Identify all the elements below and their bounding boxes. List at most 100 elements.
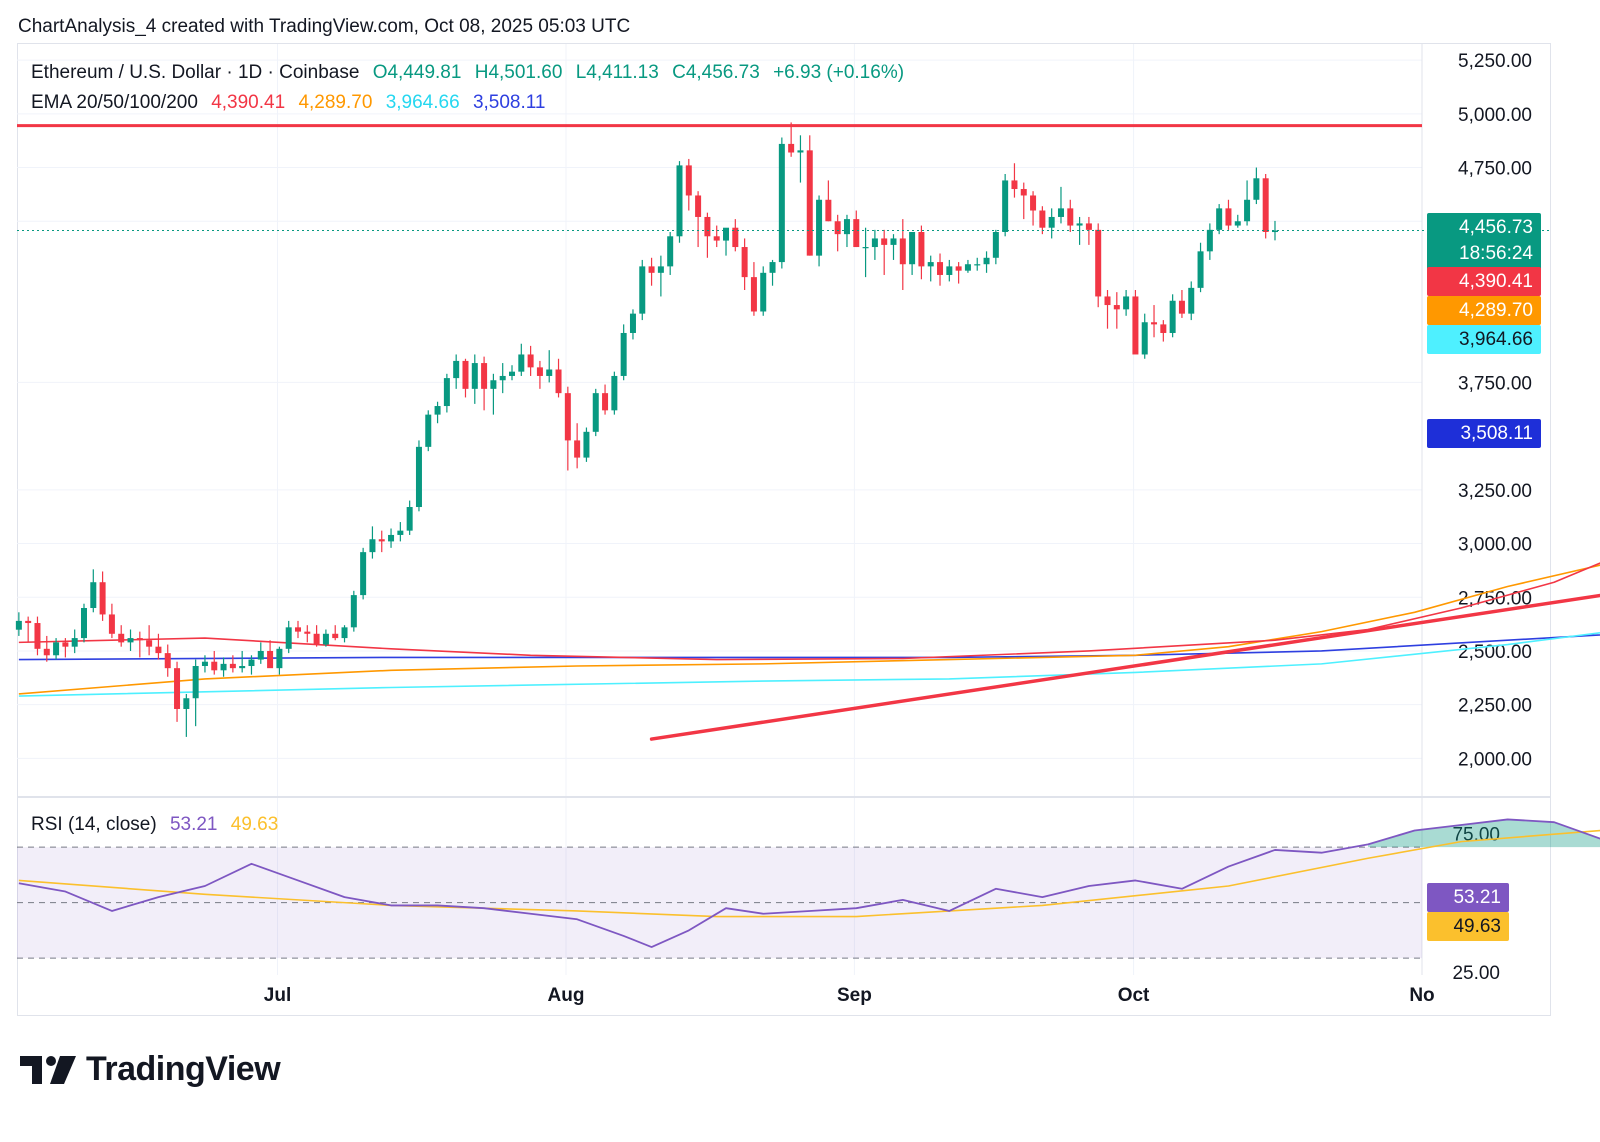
candle — [164, 644, 171, 677]
symbol-name[interactable]: Ethereum / U.S. Dollar · 1D · Coinbase — [31, 62, 360, 83]
candle-body — [1141, 322, 1148, 355]
candle-body — [71, 638, 78, 647]
price-tick-label: 3,250.00 — [1458, 481, 1532, 502]
candle — [695, 191, 702, 248]
candle-body — [629, 313, 636, 333]
candle-body — [1178, 300, 1185, 314]
candle-body — [239, 666, 246, 669]
candle — [1132, 290, 1139, 355]
rsi-legend[interactable]: RSI (14, close) 53.21 49.63 — [31, 814, 286, 836]
candle-body — [843, 219, 850, 235]
candle — [155, 633, 162, 660]
candle-body — [1244, 199, 1251, 222]
candle-body — [369, 539, 376, 553]
candle — [192, 659, 199, 727]
price-tick-label: 5,000.00 — [1458, 105, 1532, 126]
candle — [201, 655, 208, 673]
candle-body — [211, 661, 218, 671]
candle — [1151, 305, 1158, 338]
candle — [1253, 167, 1260, 205]
candle-body — [546, 369, 553, 376]
candle-body — [434, 406, 441, 415]
ema-legend[interactable]: EMA 20/50/100/200 4,390.41 4,289.70 3,96… — [31, 92, 554, 114]
ema50-value: 4,289.70 — [298, 92, 373, 113]
candle — [183, 693, 190, 737]
candle-body — [1132, 296, 1139, 355]
candle — [1020, 182, 1027, 220]
price-tick-label: 2,250.00 — [1458, 696, 1532, 717]
candle-body — [90, 582, 97, 608]
candle-body — [462, 360, 469, 389]
candle-body — [108, 614, 115, 634]
price-tick-label: 3,000.00 — [1458, 535, 1532, 556]
candle — [546, 350, 553, 383]
candle — [146, 625, 153, 656]
candle-body — [313, 633, 320, 645]
candle — [462, 358, 469, 398]
time-axis: Jul Aug Sep Oct No — [264, 985, 1435, 1006]
candle — [490, 373, 497, 415]
candle-body — [1085, 223, 1092, 230]
candle — [760, 266, 767, 316]
candle — [499, 363, 506, 394]
candle-body — [955, 266, 962, 271]
candle-body — [118, 633, 125, 643]
candle-body — [657, 266, 664, 273]
candle — [1048, 208, 1055, 239]
candle-body — [378, 539, 385, 542]
candle-body — [1225, 208, 1232, 226]
candle-body — [350, 595, 357, 628]
candle-body — [229, 663, 236, 669]
candle-body — [341, 627, 348, 639]
candle-body — [183, 698, 190, 709]
candle-body — [667, 236, 674, 267]
price-tick-label: 3,750.00 — [1458, 373, 1532, 394]
candle-body — [564, 393, 571, 441]
candle — [778, 137, 785, 269]
candle — [946, 259, 953, 282]
ema100-price-label: 3,964.66 — [1427, 325, 1541, 354]
candle — [583, 427, 590, 462]
candle-body — [918, 232, 925, 267]
candle — [1244, 180, 1251, 226]
candle-body — [220, 663, 227, 671]
candle-body — [174, 668, 181, 709]
candle-body — [80, 608, 87, 639]
author-header: ChartAnalysis_4 created with TradingView… — [18, 16, 631, 37]
candle-body — [909, 232, 916, 265]
candle-body — [834, 221, 841, 235]
candle-body — [295, 627, 301, 632]
candle — [313, 625, 320, 647]
candle — [555, 358, 562, 398]
candle-body — [1067, 208, 1074, 226]
candle — [1141, 313, 1148, 359]
candle — [248, 655, 255, 675]
candle-body — [527, 354, 534, 368]
candle-body — [276, 648, 283, 669]
candle — [1197, 242, 1204, 293]
candle-body — [322, 633, 329, 645]
candle — [657, 255, 664, 297]
candle-body — [127, 638, 134, 643]
candle — [1002, 173, 1009, 237]
tradingview-logo[interactable]: TradingView — [20, 1050, 281, 1089]
candle-body — [509, 371, 516, 376]
candle — [564, 386, 571, 471]
candle — [927, 255, 934, 282]
candle-body — [611, 375, 618, 411]
candle — [806, 135, 813, 256]
candle-body — [555, 369, 562, 394]
candle-body — [499, 375, 506, 381]
ascending-support-trendline — [649, 593, 1600, 741]
candle-body — [583, 431, 590, 458]
candle-body — [285, 627, 292, 649]
candle-body — [639, 266, 646, 314]
drawings — [17, 124, 1600, 741]
candle-body — [946, 266, 953, 275]
candle — [881, 229, 888, 275]
candle-body — [192, 666, 199, 699]
candle-body — [723, 227, 730, 241]
candle — [843, 214, 850, 248]
